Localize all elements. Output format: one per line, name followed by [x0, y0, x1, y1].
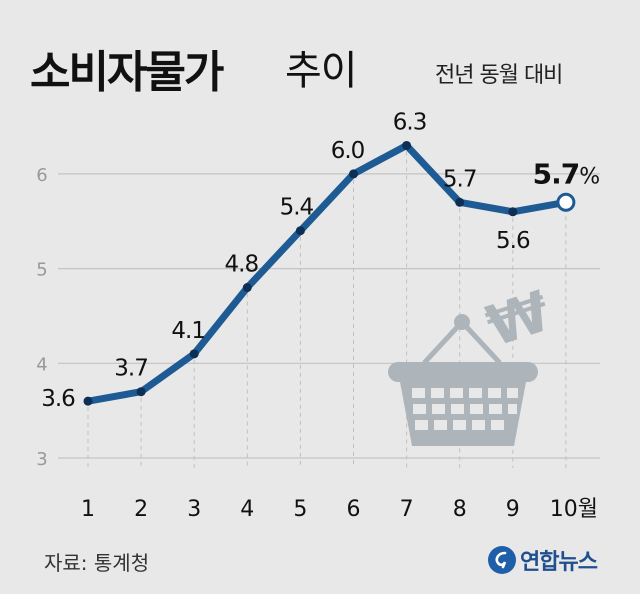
- y-tick-label: 5: [36, 260, 47, 281]
- x-tick-label: 3: [187, 497, 201, 522]
- data-point: [349, 169, 358, 179]
- data-point: [189, 349, 199, 359]
- x-tick-label: 5: [293, 497, 307, 522]
- y-tick-label: 4: [36, 354, 47, 375]
- x-tick-label: 2: [134, 497, 148, 522]
- data-label: 5.4: [280, 195, 314, 221]
- shopping-basket-icon: [388, 314, 538, 446]
- data-point: [295, 226, 305, 236]
- data-points: [83, 140, 576, 406]
- x-tick-label: 10월: [550, 497, 598, 522]
- yonhap-logo-icon: [488, 546, 516, 574]
- x-tick-label: 8: [453, 497, 467, 522]
- won-sign-icon: ₩: [479, 279, 558, 360]
- data-point: [136, 387, 146, 397]
- data-label: 5.7: [443, 166, 477, 192]
- y-axis: 3 4 5 6: [36, 165, 47, 470]
- data-point: [402, 140, 412, 150]
- data-point: [83, 396, 93, 406]
- x-tick-label: 9: [506, 497, 520, 522]
- data-label: 5.6: [496, 228, 530, 254]
- svg-text:₩: ₩: [479, 279, 558, 360]
- series-polyline: [84, 141, 570, 405]
- x-tick-label: 7: [400, 497, 414, 522]
- source-note: 자료: 통계청: [44, 551, 150, 575]
- data-point: [455, 197, 465, 207]
- grid: [58, 151, 600, 468]
- data-label: 6.0: [331, 138, 365, 164]
- data-label-latest: 5.7%: [533, 157, 600, 190]
- data-labels: 3.6 3.7 4.1 4.8 5.4 6.0 6.3 5.7 5.6 5.7%: [41, 109, 600, 412]
- y-tick-label: 3: [36, 449, 47, 470]
- data-point: [242, 283, 252, 293]
- x-tick-label: 4: [240, 497, 254, 522]
- x-axis: 1 2 3 4 5 6 7 8 9 10월: [81, 497, 598, 522]
- x-tick-label: 1: [81, 497, 95, 522]
- data-label: 3.6: [41, 386, 75, 412]
- data-point: [508, 207, 518, 217]
- data-label: 3.7: [114, 356, 148, 382]
- publisher-logo: 연합뉴스: [488, 544, 598, 576]
- y-tick-label: 6: [36, 165, 47, 186]
- data-label: 4.1: [171, 318, 205, 344]
- chart-title-suffix: 추이: [285, 48, 358, 94]
- chart-title: 소비자물가: [30, 47, 224, 98]
- data-label: 4.8: [225, 252, 259, 278]
- series-line: [84, 141, 570, 405]
- unit-note: 전년 동월 대비: [435, 63, 563, 88]
- x-tick-label: 6: [347, 497, 361, 522]
- logo-text: 연합뉴스: [520, 550, 598, 575]
- data-point-latest: [556, 192, 576, 212]
- data-label: 6.3: [393, 109, 427, 135]
